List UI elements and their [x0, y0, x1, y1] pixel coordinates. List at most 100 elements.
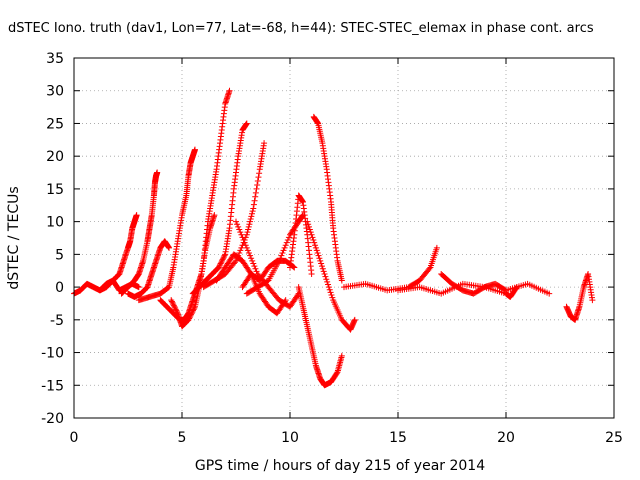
data-point	[219, 256, 226, 263]
data-point	[233, 218, 239, 225]
data-point	[221, 252, 228, 259]
data-point	[312, 244, 319, 251]
data-point	[242, 242, 249, 249]
data-point	[247, 218, 254, 225]
data-point	[172, 305, 179, 312]
data-point	[231, 259, 238, 266]
data-point	[135, 284, 142, 291]
data-series	[200, 140, 268, 291]
y-tick-label: 30	[46, 84, 64, 100]
data-point	[248, 213, 255, 220]
data-point	[246, 221, 253, 228]
data-point	[306, 223, 313, 230]
data-point	[328, 291, 335, 298]
data-point	[320, 268, 327, 275]
data-point	[248, 255, 255, 262]
data-point	[321, 271, 328, 277]
data-point	[236, 250, 243, 257]
data-point	[251, 197, 258, 204]
plot-border	[73, 57, 615, 419]
data-point	[248, 210, 255, 217]
data-point	[307, 229, 314, 236]
data-point	[351, 316, 358, 323]
data-series	[563, 271, 596, 323]
data-point	[426, 265, 433, 272]
data-points	[71, 87, 596, 389]
data-point	[168, 297, 175, 304]
data-point	[235, 223, 242, 230]
y-axis-label: dSTEC / TECUs	[6, 186, 22, 289]
data-point	[315, 252, 322, 259]
data-point	[240, 236, 247, 243]
data-point	[318, 263, 325, 270]
data-point	[166, 244, 173, 251]
data-point	[314, 250, 321, 257]
data-point	[284, 236, 291, 243]
data-point	[589, 297, 596, 304]
data-point	[283, 239, 290, 246]
data-point	[188, 311, 195, 318]
data-point	[310, 236, 317, 243]
data-point	[327, 289, 334, 296]
data-point	[254, 178, 261, 185]
data-point	[191, 146, 198, 153]
data-point	[165, 284, 172, 291]
y-tick-label: 20	[46, 149, 64, 165]
y-tick-label: 5	[55, 247, 64, 263]
y-tick-label: 10	[46, 215, 64, 231]
data-point	[255, 174, 262, 181]
data-point	[218, 259, 225, 266]
data-point	[188, 310, 195, 317]
data-point	[234, 221, 241, 228]
data-point	[282, 242, 289, 249]
data-point	[324, 278, 331, 285]
data-point	[220, 255, 227, 262]
data-point	[252, 265, 259, 272]
y-tick-label: 15	[46, 182, 64, 198]
data-series	[243, 212, 306, 297]
x-tick-label: 15	[389, 430, 407, 446]
data-point	[211, 212, 218, 219]
data-point	[215, 264, 222, 271]
data-point	[304, 218, 311, 225]
data-point	[253, 185, 260, 192]
data-point	[244, 247, 251, 254]
data-point	[433, 244, 440, 251]
data-point	[323, 276, 330, 283]
data-point	[280, 247, 287, 254]
data-point	[319, 265, 326, 272]
data-point	[170, 302, 177, 309]
data-point	[171, 303, 178, 310]
data-point	[281, 244, 288, 251]
y-tick-label: 0	[55, 280, 64, 296]
data-point	[285, 234, 292, 241]
data-point	[172, 306, 179, 313]
x-tick-label: 25	[605, 430, 623, 446]
data-point	[279, 250, 286, 257]
data-point	[190, 307, 197, 314]
data-point	[308, 271, 315, 277]
x-tick-label: 0	[70, 430, 79, 446]
data-point	[217, 260, 224, 267]
data-point	[173, 307, 180, 314]
data-point	[338, 352, 345, 359]
data-point	[237, 247, 244, 254]
data-point	[318, 260, 325, 267]
data-point	[245, 250, 252, 257]
data-point	[254, 181, 261, 188]
data-point	[185, 316, 192, 323]
data-point	[250, 260, 257, 267]
data-point	[174, 308, 181, 315]
data-series	[189, 120, 250, 297]
data-point	[256, 170, 263, 177]
data-point	[243, 244, 250, 251]
data-point	[317, 257, 324, 264]
data-point	[133, 212, 140, 219]
data-point	[326, 286, 333, 293]
data-point	[261, 140, 268, 147]
data-series	[310, 113, 345, 284]
x-tick-labels: 0 5 10 15 20 25	[70, 430, 623, 446]
data-point	[216, 263, 223, 270]
data-point	[290, 263, 297, 270]
data-point	[308, 231, 315, 238]
